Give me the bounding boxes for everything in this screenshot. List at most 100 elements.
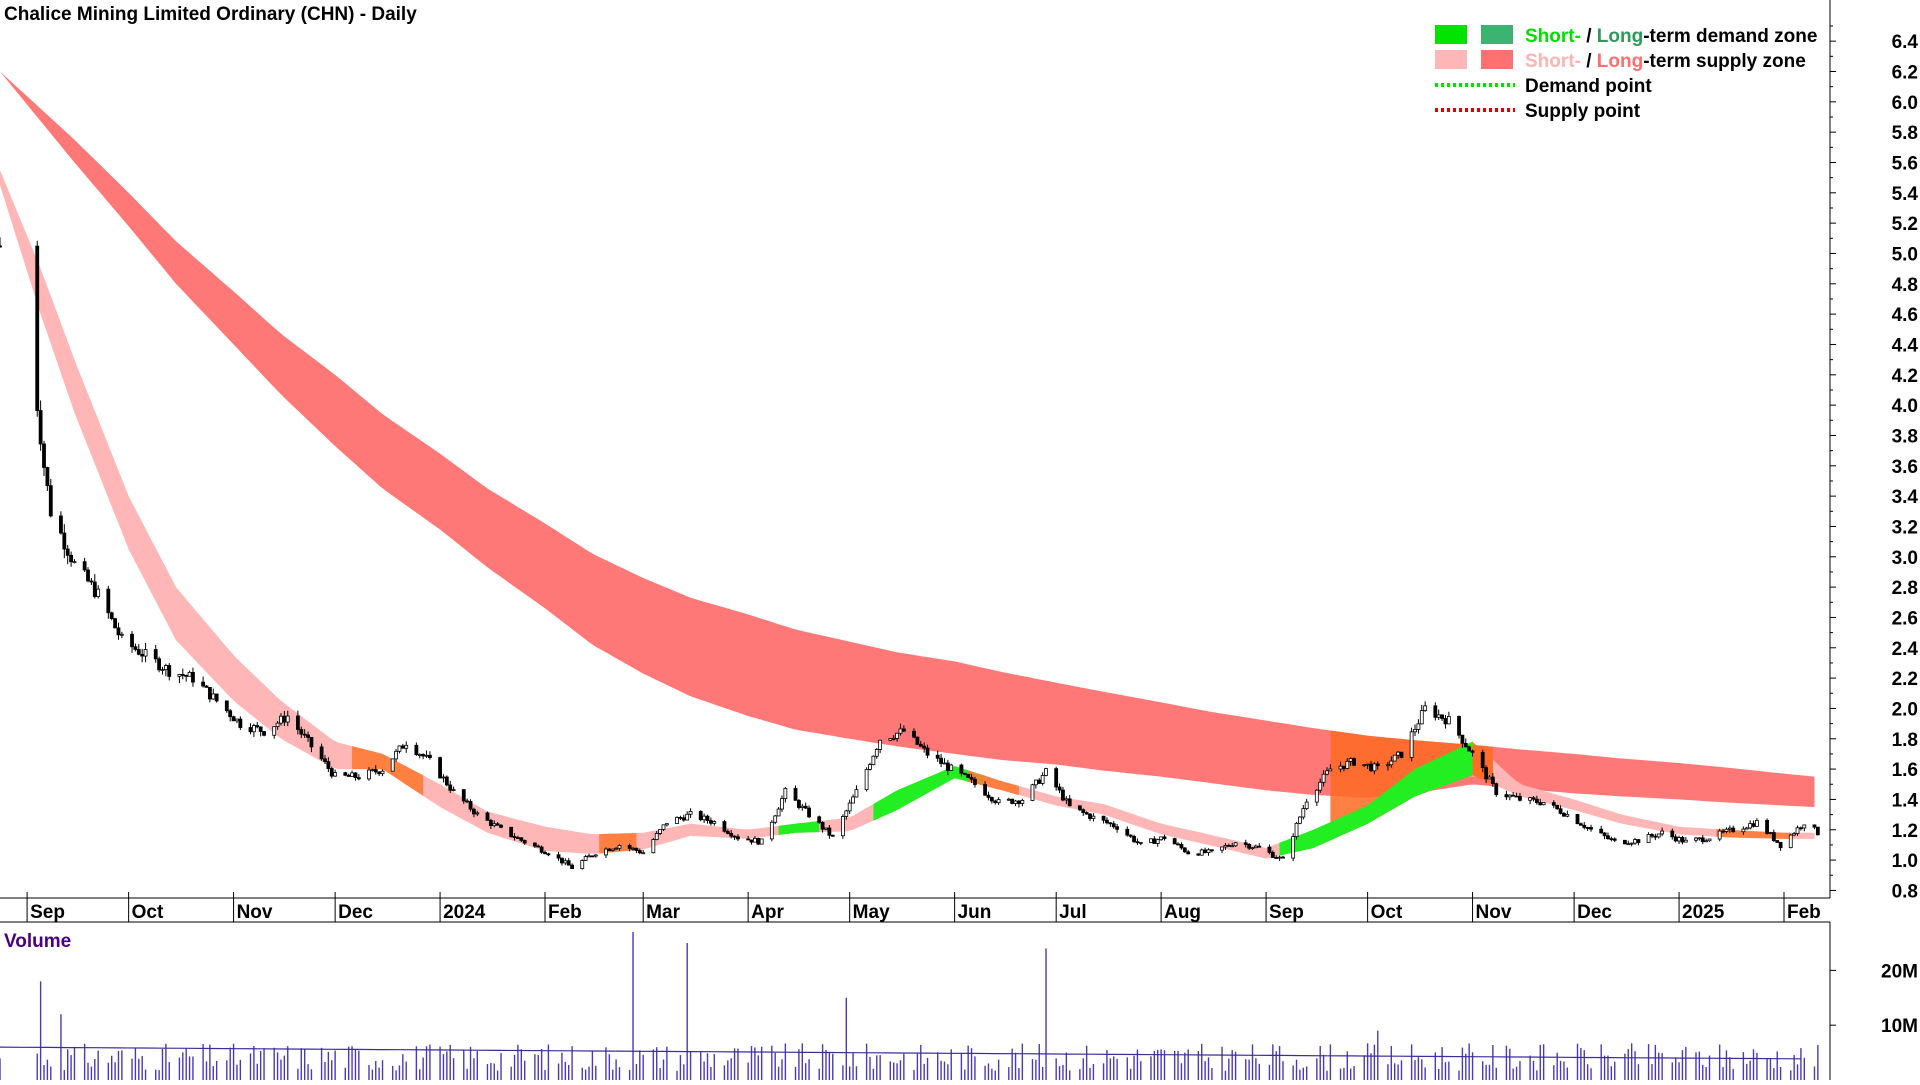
candle-body xyxy=(841,816,845,837)
price-candle xyxy=(1243,839,1248,848)
candle-body xyxy=(1484,767,1488,780)
candle-body xyxy=(1409,731,1414,758)
candle-body xyxy=(1125,828,1130,836)
candle-body xyxy=(204,685,209,688)
price-candle xyxy=(1270,850,1275,858)
price-candle xyxy=(1375,761,1380,770)
price-candle xyxy=(472,807,476,818)
candle-body xyxy=(539,846,544,853)
x-tick-label: Oct xyxy=(132,902,164,923)
y-tick-label: 3.4 xyxy=(1892,487,1919,508)
price-candle xyxy=(167,663,172,681)
price-candle xyxy=(1815,826,1820,836)
candle-body xyxy=(664,823,669,826)
price-candle xyxy=(444,775,449,787)
price-candle xyxy=(698,810,703,822)
price-candle xyxy=(1433,702,1438,721)
candle-body xyxy=(116,627,121,636)
price-candle xyxy=(488,818,493,830)
price-candle xyxy=(1717,828,1722,842)
candle-body xyxy=(986,794,991,798)
price-candle xyxy=(1057,783,1062,794)
candle-body xyxy=(989,797,994,802)
candle-body xyxy=(1186,851,1191,855)
y-tick-label: 2.8 xyxy=(1892,578,1918,599)
price-candle xyxy=(1155,838,1160,847)
candle-body xyxy=(1677,837,1681,842)
candle-body xyxy=(1281,856,1285,859)
price-candle xyxy=(1650,833,1654,839)
candle-body xyxy=(637,850,642,854)
candle-body xyxy=(864,768,869,791)
axes-layer: 6.4 6.2 6.0 5.8 5.6 5.4 5.2 5.0 4.8 4.6 4.4 4.2 4.0 3… xyxy=(0,0,1918,923)
candle-body xyxy=(1748,823,1753,829)
candle-body xyxy=(607,848,612,851)
legend-label-part: Demand point xyxy=(1525,76,1652,97)
candle-body xyxy=(1223,844,1228,848)
candle-body xyxy=(1622,839,1627,845)
price-candle xyxy=(851,794,855,804)
candle-body xyxy=(1372,763,1377,772)
price-candle xyxy=(637,848,642,855)
candle-body xyxy=(1504,794,1509,798)
candle-body xyxy=(1721,830,1725,833)
candle-body xyxy=(1135,841,1140,844)
candle-body xyxy=(1700,837,1705,842)
price-candle xyxy=(868,762,872,771)
candle-body xyxy=(1538,802,1543,806)
candle-body xyxy=(109,612,114,620)
price-candle xyxy=(1755,818,1759,827)
candle-body xyxy=(211,693,216,700)
candle-body xyxy=(350,772,354,777)
price-candle xyxy=(130,631,134,653)
volume-y-tick-label: 10M xyxy=(1881,1016,1918,1037)
candle-body xyxy=(106,588,111,614)
candle-body xyxy=(1298,816,1302,824)
price-candle xyxy=(959,763,964,777)
candle-body xyxy=(1328,768,1333,772)
price-candle xyxy=(1294,821,1299,840)
candle-body xyxy=(736,836,740,840)
candle-body xyxy=(631,847,635,850)
x-tick-label: Apr xyxy=(751,902,784,923)
candle-body xyxy=(1518,795,1522,801)
candle-body xyxy=(1067,798,1072,807)
legend-item: Supply point xyxy=(1435,101,1641,122)
candle-body xyxy=(45,467,50,487)
price-candle xyxy=(989,796,994,804)
candle-body xyxy=(1105,819,1109,824)
price-candle xyxy=(722,819,727,833)
short-term-demand-block xyxy=(1279,741,1473,856)
y-tick-label: 5.0 xyxy=(1892,244,1918,265)
price-candle xyxy=(1250,847,1255,850)
price-candle xyxy=(1040,772,1045,786)
price-candle xyxy=(759,838,764,845)
price-candle xyxy=(1490,773,1495,788)
price-candle xyxy=(1314,789,1319,806)
candle-body xyxy=(1551,802,1556,806)
y-tick-label: 3.8 xyxy=(1892,426,1918,447)
candle-body xyxy=(235,718,239,722)
candle-body xyxy=(610,848,615,851)
x-tick-label: 2024 xyxy=(443,902,486,923)
price-candle xyxy=(1531,796,1536,802)
price-candle xyxy=(1209,849,1214,853)
price-candle xyxy=(1778,841,1783,851)
price-candle xyxy=(86,567,90,583)
candle-body xyxy=(820,821,825,830)
y-tick-label: 4.0 xyxy=(1892,396,1918,417)
price-candle xyxy=(1606,832,1610,840)
price-candle xyxy=(725,829,730,835)
candle-body xyxy=(617,845,622,849)
price-candle xyxy=(1345,758,1350,770)
candle-body xyxy=(1463,742,1468,748)
legend-short-swatch xyxy=(1435,25,1467,44)
candle-body xyxy=(136,649,141,655)
price-candle xyxy=(1470,749,1475,757)
price-candle xyxy=(1636,838,1641,846)
x-tick-label: Sep xyxy=(1269,902,1304,923)
price-candle xyxy=(688,808,693,818)
candle-body xyxy=(563,860,568,864)
candle-body xyxy=(1365,763,1370,766)
candle-body xyxy=(62,532,67,550)
